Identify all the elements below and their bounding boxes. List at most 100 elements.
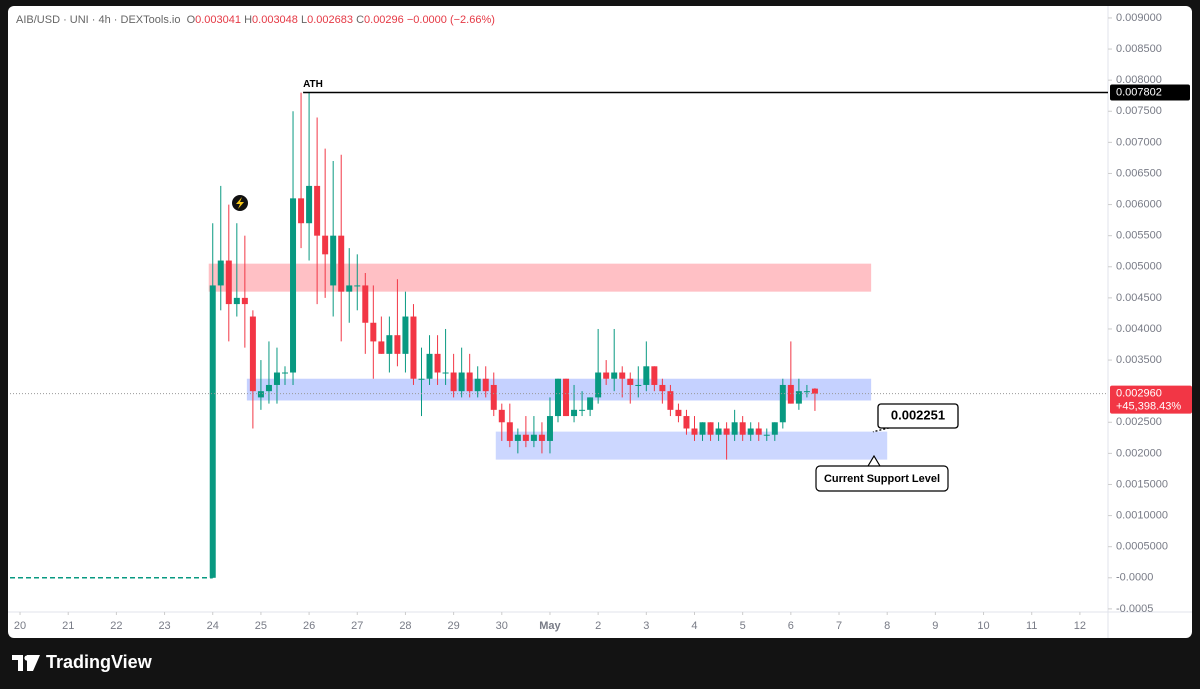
candle-body [225,260,232,305]
y-tick-label: 0.007500 [1116,105,1162,117]
support-value: 0.002251 [891,407,945,422]
y-tick-label: 0.004000 [1116,323,1162,335]
candle-body [675,409,682,417]
y-tick-label: 0.0005000 [1116,541,1168,553]
ohlc-letter: C [356,14,365,26]
x-tick-label: 20 [14,620,26,632]
candle-body [739,422,746,435]
candles [209,92,818,578]
candle-body [338,235,345,292]
candle-body [290,198,297,373]
candle-body [474,378,481,392]
y-tick-label: 0.006500 [1116,167,1162,179]
candle-body [498,409,505,423]
callout-box [877,403,959,429]
x-tick-label: 24 [207,620,219,632]
candle-body [314,185,321,236]
candle-body [378,341,385,354]
y-tick-label: 0.005500 [1116,230,1162,242]
legend: AIB/USD · UNI · 4h · DEXTools.io O0.0030… [16,14,495,26]
candle-body [257,391,264,398]
candle-body [522,434,529,441]
label-box [815,465,949,492]
candle-body [691,428,698,435]
candle-body [771,422,778,435]
candle-body [249,316,256,392]
candle-body [603,372,610,379]
candle-body [538,434,545,441]
y-tick-label: -0.0005 [1116,603,1153,615]
y-tick-label: 0.0015000 [1116,478,1168,490]
candle-body [265,384,272,392]
y-tick-label: 0.008000 [1116,74,1162,86]
ohlc-letter: H [244,14,253,26]
candle-body [659,384,666,392]
ohlc-value: 0.00296 [364,14,404,26]
x-tick-label: 10 [977,620,989,632]
candle-body [803,391,810,393]
candle-body [434,353,441,373]
candle-body [755,428,762,435]
brand-name: TradingView [46,652,152,672]
x-tick-label: 30 [496,620,508,632]
candle-body [571,409,578,417]
candle-body [731,422,738,435]
y-tick-label: 0.004500 [1116,292,1162,304]
x-tick-label: 12 [1074,620,1086,632]
candle-body [667,391,674,410]
support-label: Current Support Level [824,473,940,485]
candle-body [386,335,393,354]
candle-body [282,372,289,374]
label-pointer [867,454,881,467]
candle-body [490,384,497,410]
x-tick-label: 21 [62,620,74,632]
x-tick-label: 9 [932,620,938,632]
y-tick-label: -0.0000 [1116,572,1153,584]
y-tick-label: 0.007000 [1116,136,1162,148]
candle-body [651,366,658,385]
panel [8,6,1192,638]
x-tick-label: 11 [1026,620,1037,632]
candle-body [779,384,786,423]
candle-body [763,434,770,436]
ohlc-letter: L [300,14,308,26]
ohlc-letter: O [186,14,196,26]
candle-body [418,378,425,380]
candle-body [506,422,513,441]
brand: TradingView [12,652,152,673]
candle-body [273,372,280,385]
candle-body [643,366,650,385]
candle-body [362,285,369,323]
candle-body [209,285,216,578]
y-tick-label: 0.002000 [1116,447,1162,459]
candle-body [619,372,626,379]
candle-body [530,434,537,441]
x-tick-label: 23 [158,620,170,632]
candle-body [715,428,722,435]
y-tick-label: 0.003500 [1116,354,1162,366]
candle-body [370,322,377,342]
x-tick-label: 26 [303,620,315,632]
candle-body [707,422,714,435]
ticks: -0.0005 -0.0000 0.0005000 0.0010000 0.001500… [14,12,1168,632]
candle-body [699,422,706,435]
candle-body [747,428,754,435]
x-tick-label: 27 [351,620,363,632]
ohlc-value: 0.003041 [195,14,242,26]
x-tick-label: May [539,620,561,632]
candle-body [563,378,570,417]
candle-body [587,397,594,410]
callout-arrow [872,426,894,433]
change: −0.0000 (−2.66%) [406,14,495,26]
candle-body [354,285,361,287]
ath-label: ATH [303,79,323,90]
y-tick-label: 0.0010000 [1116,509,1168,521]
x-tick-label: 6 [788,620,794,632]
candle-body [635,384,642,386]
candle-body [410,316,417,379]
candle-body [554,378,561,417]
candle-body [306,185,313,224]
candle-body [346,285,353,292]
